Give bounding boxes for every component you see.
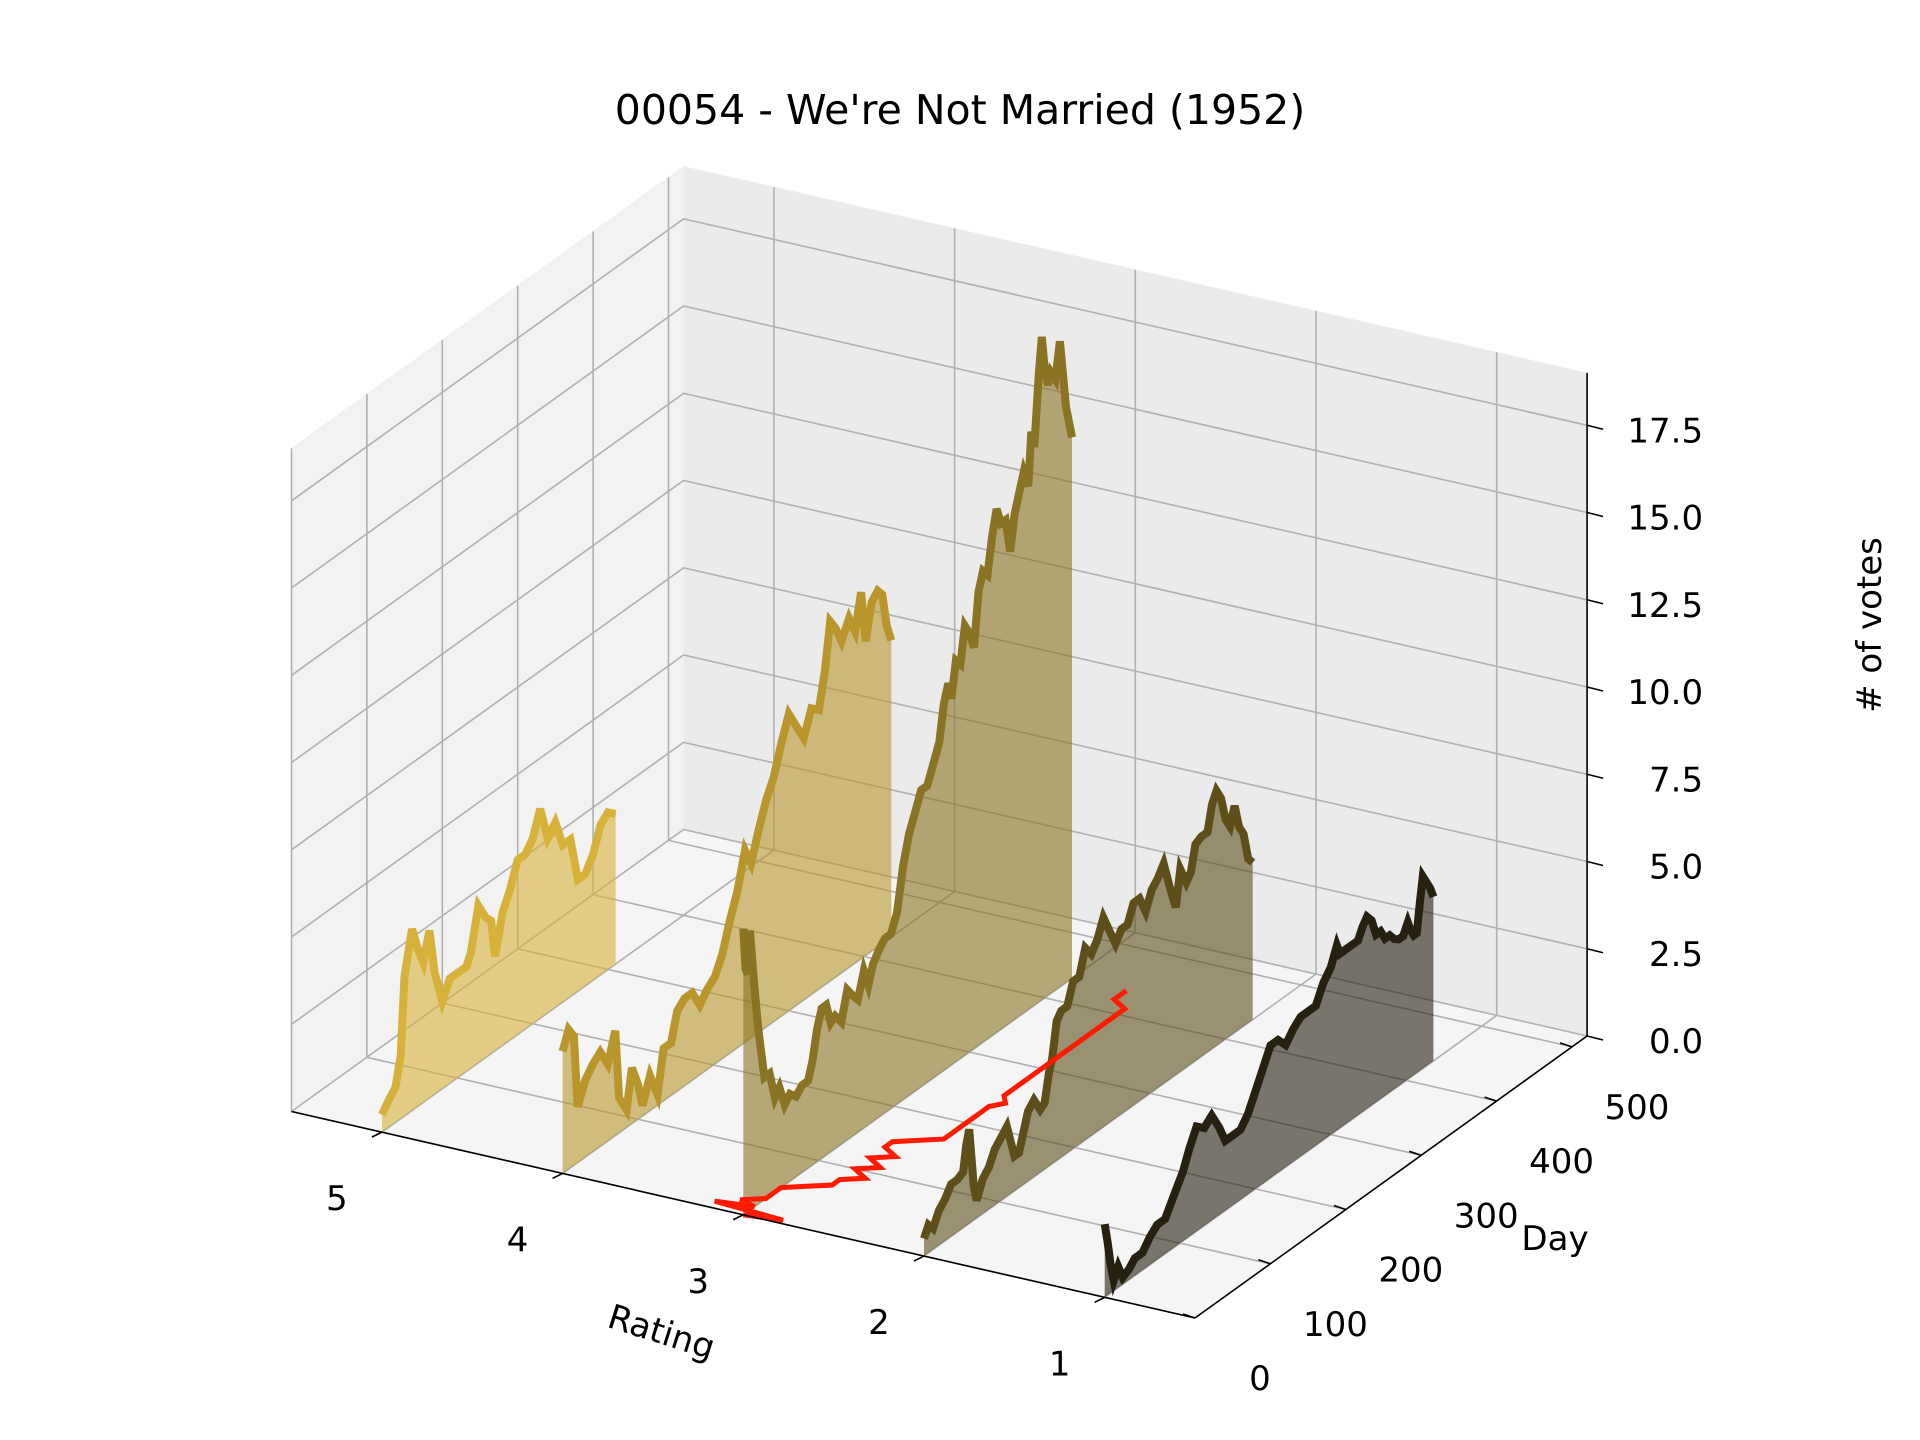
z-tick-label: 17.5 [1627, 411, 1703, 451]
z-tick [1586, 773, 1604, 780]
z-tick [1586, 860, 1604, 867]
z-tick-label: 7.5 [1649, 760, 1703, 800]
area-rating-1 [1104, 876, 1434, 1298]
x-tick-label: 4 [507, 1220, 529, 1260]
x-tick-label: 3 [687, 1262, 709, 1302]
z-tick [1586, 511, 1604, 518]
z-tick-label: 10.0 [1627, 673, 1703, 713]
z-tick [1586, 1035, 1604, 1041]
chart-title: 00054 - We're Not Married (1952) [615, 86, 1306, 134]
y-tick [1258, 1259, 1271, 1265]
x-tick [732, 1214, 744, 1221]
line-rating-2 [920, 781, 1256, 1240]
x-axis-label: Rating [603, 1297, 720, 1368]
y-tick-label: 0 [1249, 1359, 1271, 1399]
line-rating-3 [739, 336, 1076, 1116]
y-tick [1333, 1204, 1347, 1211]
y-tick-label: 200 [1378, 1251, 1443, 1291]
y-tick-label: 500 [1605, 1088, 1670, 1128]
y-tick [1408, 1150, 1422, 1157]
grid-line-votes [291, 566, 1588, 851]
z-tick [1586, 686, 1604, 692]
z-axis-label: # of votes [1850, 537, 1890, 713]
x-tick [552, 1172, 563, 1180]
grid-line-votes [291, 217, 1588, 502]
y-axis-label: Day [1521, 1219, 1588, 1259]
x-tick-label: 1 [1049, 1344, 1071, 1384]
z-tick-label: 2.5 [1649, 935, 1703, 975]
z-tick [1586, 598, 1604, 605]
z-tick-label: 0.0 [1649, 1022, 1703, 1062]
y-tick-label: 300 [1454, 1196, 1519, 1236]
grid-line-votes [291, 654, 1588, 938]
line-rating-5 [378, 807, 617, 1117]
y-tick-label: 100 [1303, 1305, 1368, 1345]
grid-line-votes [291, 741, 1588, 1025]
grid-line-votes [291, 305, 1588, 589]
area-rating-5 [381, 808, 616, 1133]
z-tick-label: 15.0 [1627, 499, 1703, 539]
area-rating-4 [562, 590, 892, 1174]
grid-line-votes [291, 479, 1588, 764]
grid-line-votes [291, 392, 1588, 676]
x-tick-label: 5 [326, 1179, 348, 1219]
y-tick-label: 400 [1529, 1142, 1594, 1182]
y-tick [1559, 1042, 1573, 1048]
z-tick [1586, 947, 1604, 954]
x-tick-label: 2 [868, 1303, 890, 1343]
y-axis-line [1194, 1035, 1588, 1319]
y-tick [1182, 1313, 1196, 1319]
x-tick [1094, 1296, 1106, 1304]
data-series [378, 336, 1438, 1298]
x-tick [371, 1131, 383, 1138]
z-tick [1586, 424, 1604, 431]
x-tick [913, 1255, 925, 1262]
line-rating-4 [558, 584, 896, 1122]
z-tick-label: 5.0 [1649, 848, 1703, 888]
y-tick [1484, 1096, 1497, 1102]
z-tick-label: 12.5 [1627, 586, 1703, 626]
mean-rating-line [713, 988, 1129, 1223]
line-rating-1 [1100, 864, 1438, 1297]
